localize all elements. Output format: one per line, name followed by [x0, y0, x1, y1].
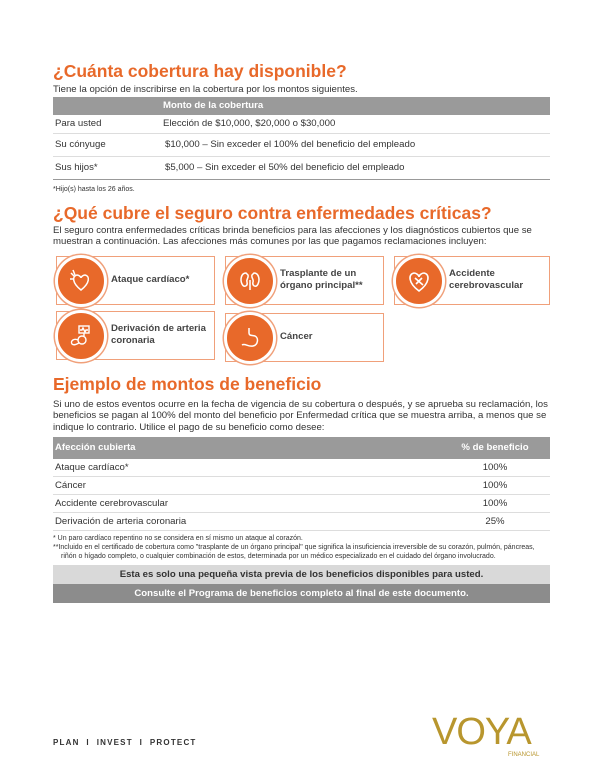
heart-bandage-icon	[393, 254, 445, 307]
table-row: Sus hijos* $5,000 – Sin exceder el 50% de…	[53, 157, 550, 180]
row-value: 100%	[482, 479, 508, 491]
coverage-footnote: *Hijo(s) hasta los 26 años.	[53, 185, 135, 193]
row-label: Derivación de arteria coronaria	[55, 515, 187, 527]
coverage-table-header: Monto de la cobertura	[53, 96, 550, 115]
row-label: Cáncer	[55, 479, 86, 491]
condition-card: Cáncer	[224, 311, 384, 364]
section-title-coverage: ¿Cuánta cobertura hay disponible?	[53, 61, 347, 81]
row-value: Elección de $10,000, $20,000 o $30,000	[163, 117, 336, 129]
heart-attack-icon	[55, 254, 107, 307]
card-label: Ataque cardíaco*	[111, 274, 190, 285]
row-label: Ataque cardíaco*	[55, 461, 129, 473]
row-value: $10,000 – Sin exceder el 100% del benefi…	[165, 138, 416, 150]
voya-logo-sub: FINANCIAL	[508, 752, 540, 758]
condition-card: Trasplante de un órgano principal**	[224, 254, 384, 307]
row-label: Para usted	[55, 117, 102, 129]
header-condition: Afección cubierta	[55, 442, 136, 454]
row-value: 100%	[482, 497, 508, 509]
card-label: Trasplante de un órgano principal**	[280, 268, 363, 291]
schedule-banner: Consulte el Programa de beneficios compl…	[53, 584, 550, 603]
condition-card: Accidente cerebrovascular	[393, 254, 550, 307]
footer-tagline: PLAN I INVEST I PROTECT	[53, 738, 197, 747]
table-row: Ataque cardíaco* 100%	[53, 459, 550, 477]
header-percent: % de beneficio	[461, 442, 529, 454]
row-value: 25%	[485, 515, 505, 527]
section-title-examples: Ejemplo de montos de beneficio	[53, 373, 322, 394]
condition-card: Derivación de arteria coronaria	[55, 309, 215, 362]
section-title-covered: ¿Qué cubre el seguro contra enfermedades…	[53, 202, 492, 223]
row-value: 100%	[482, 461, 508, 473]
condition-card: Ataque cardíaco*	[55, 254, 215, 307]
coverage-intro: Tiene la opción de inscribirse en la cob…	[53, 84, 358, 95]
stomach-icon	[224, 311, 276, 364]
table-row: Su cónyuge $10,000 – Sin exceder el 100% …	[53, 134, 550, 157]
voya-logo: VOYA	[432, 711, 532, 753]
examples-intro: Si uno de estos eventos ocurre en la fec…	[53, 398, 548, 433]
preview-banner: Esta es solo una pequeña vista previa de…	[53, 565, 550, 584]
covered-intro: El seguro contra enfermedades críticas b…	[53, 224, 532, 248]
table-row: Accidente cerebrovascular 100%	[53, 495, 550, 513]
row-label: Su cónyuge	[55, 138, 106, 150]
benefit-table-header: Afección cubierta % de beneficio	[53, 437, 550, 459]
row-value: $5,000 – Sin exceder el 50% del benefici…	[165, 161, 405, 173]
card-label: Derivación de arteria coronaria	[111, 323, 206, 346]
footnote-transplant: **Incluido en el certificado de cobertur…	[53, 544, 535, 560]
heart-monitor-icon	[55, 309, 107, 362]
table-row: Derivación de arteria coronaria 25%	[53, 513, 550, 531]
row-label: Accidente cerebrovascular	[55, 497, 169, 509]
card-label: Cáncer	[280, 331, 313, 342]
header-amount: Monto de la cobertura	[163, 99, 264, 111]
kidney-icon	[224, 254, 276, 307]
footnote-heart: * Un paro cardíaco repentino no se consi…	[53, 535, 303, 542]
table-row: Para usted Elección de $10,000, $20,000 o…	[53, 115, 550, 134]
table-row: Cáncer 100%	[53, 477, 550, 495]
condition-cards: Ataque cardíaco* Trasplante de un órgano…	[53, 254, 550, 366]
card-label: Accidente cerebrovascular	[449, 268, 524, 291]
page-content: ¿Cuánta cobertura hay disponible? Tiene …	[53, 61, 550, 603]
row-label: Sus hijos*	[55, 161, 98, 173]
